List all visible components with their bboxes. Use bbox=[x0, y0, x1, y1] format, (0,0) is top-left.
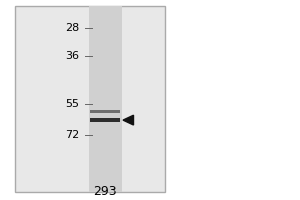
Bar bbox=[90, 118, 120, 122]
Text: 293: 293 bbox=[93, 185, 117, 198]
Polygon shape bbox=[123, 115, 134, 125]
Text: 72: 72 bbox=[65, 130, 80, 140]
Text: 55: 55 bbox=[65, 99, 80, 109]
Bar bbox=[15, 6, 165, 192]
Text: 36: 36 bbox=[65, 51, 80, 61]
Bar bbox=[88, 6, 122, 192]
Text: 28: 28 bbox=[65, 23, 80, 33]
Bar bbox=[90, 110, 120, 113]
